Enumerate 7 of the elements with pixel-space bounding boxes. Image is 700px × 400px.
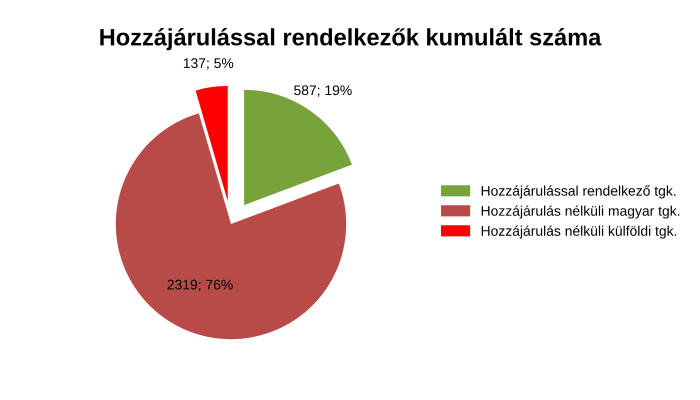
data-label: 587; 19% [294,85,352,97]
chart-title: Hozzájárulással rendelkezők kumulált száma [100,28,602,50]
legend-label: Hozzájárulás nélküli magyar tgk. [482,205,680,219]
legend-label: Hozzájárulással rendelkező tgk. [482,185,676,198]
data-label: 137; 5% [184,58,234,70]
data-label: 2319; 76% [168,280,233,292]
legend-label: Hozzájárulás nélküli külföldi tgk. [482,226,676,239]
